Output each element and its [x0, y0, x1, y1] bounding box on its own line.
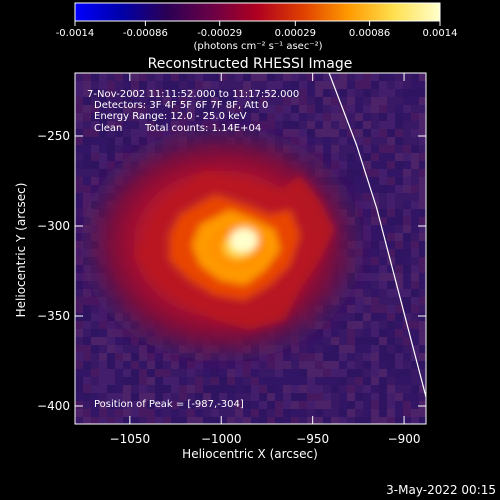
- colorbar-tick-label: -0.00086: [123, 28, 168, 39]
- y-axis-ticks: −250 −300 −350 −400: [37, 129, 426, 413]
- colorbar-strip: [74, 2, 441, 22]
- colorbar-tick-label: 0.0014: [423, 28, 458, 39]
- plot-frame: [74, 72, 427, 425]
- colorbar-tick-label: -0.0014: [56, 28, 95, 39]
- x-axis-label: Heliocentric X (arcsec): [182, 447, 318, 461]
- y-tick-label: −250: [37, 129, 70, 143]
- annotation-clean: Clean: [94, 123, 122, 134]
- y-tick-label: −400: [37, 399, 70, 413]
- annotation-detectors: Detectors: 3F 4F 5F 6F 7F 8F, Att 0: [94, 100, 268, 111]
- chart-title: Reconstructed RHESSI Image: [148, 56, 353, 72]
- colorbar-tick-label: -0.00029: [197, 28, 242, 39]
- y-tick-label: −350: [37, 309, 70, 323]
- annotation-energy-range: Energy Range: 12.0 - 25.0 keV: [94, 111, 247, 122]
- annotation-block: 7-Nov-2002 11:11:52.000 to 11:17:52.000 …: [87, 89, 299, 134]
- x-tick-label: −900: [388, 432, 421, 446]
- colorbar: -0.0014 -0.00086 -0.00029 0.00029 0.00086 0.0…: [56, 2, 458, 52]
- y-axis-label: Heliocentric Y (arcsec): [14, 183, 28, 318]
- emission-source: [75, 119, 372, 369]
- annotation-total-counts: Total counts: 1.14E+04: [144, 123, 261, 134]
- annotation-time-range: 7-Nov-2002 11:11:52.000 to 11:17:52.000: [87, 89, 299, 100]
- x-tick-label: −1000: [201, 432, 242, 446]
- y-tick-label: −300: [37, 219, 70, 233]
- colorbar-tick-label: 0.00029: [275, 28, 316, 39]
- solar-limb-line: [328, 73, 426, 398]
- x-axis-ticks: −1050 −1000 −950 −900: [110, 73, 421, 446]
- colorbar-unit-label: (photons cm⁻² s⁻¹ asec⁻²): [193, 41, 322, 52]
- plot-area: [75, 73, 426, 424]
- colorbar-tick-label: 0.00086: [349, 28, 390, 39]
- x-tick-label: −1050: [110, 432, 151, 446]
- x-tick-label: −950: [296, 432, 329, 446]
- peak-position-label: Position of Peak = [-987,-304]: [94, 399, 244, 410]
- colorbar-ticks: -0.0014 -0.00086 -0.00029 0.00029 0.00086 0.0…: [56, 21, 458, 39]
- footer-timestamp: 3-May-2022 00:15: [386, 483, 496, 497]
